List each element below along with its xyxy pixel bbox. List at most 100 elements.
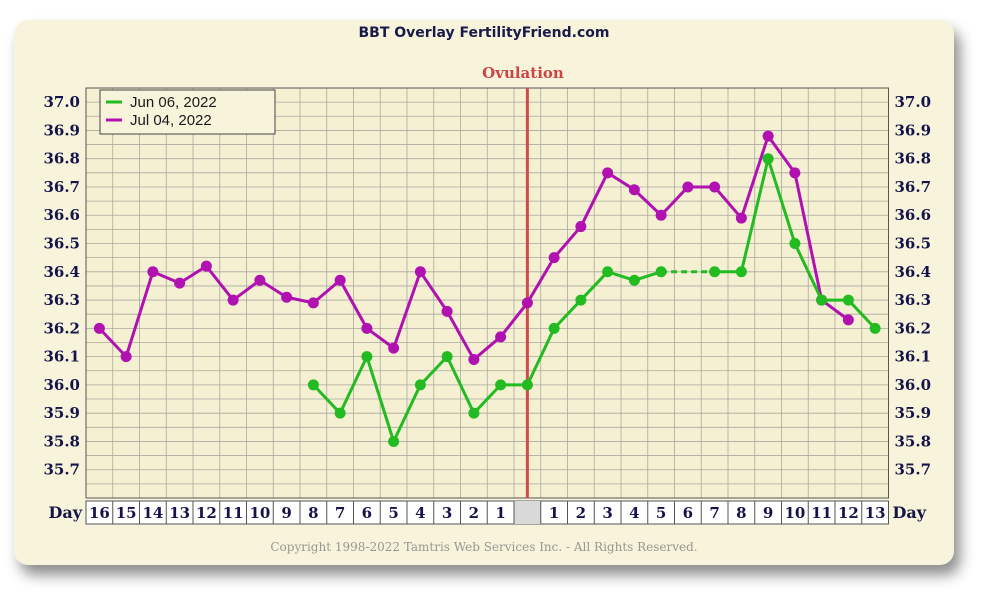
ovulation-day-cell: [514, 501, 541, 524]
series-line-segment: [660, 185, 689, 217]
series-line-segment: [472, 383, 502, 415]
series-line-segment: [499, 301, 529, 338]
data-point: [334, 274, 346, 286]
y-tick-label-left: 36.1: [43, 348, 80, 366]
data-point: [548, 252, 560, 264]
series-line-segment: [579, 172, 609, 228]
x-tick-label: 7: [709, 504, 719, 522]
x-tick-label: 16: [89, 504, 110, 522]
y-tick-label-left: 37.0: [43, 93, 80, 111]
series-line-segment: [553, 299, 582, 330]
grid: [85, 87, 889, 499]
series-line-segment: [338, 279, 369, 330]
data-point: [495, 379, 507, 391]
series-line-segment: [472, 335, 502, 361]
series-line-segment: [445, 355, 476, 414]
y-tick-label-right: 35.9: [895, 404, 932, 422]
data-point: [174, 277, 186, 289]
y-tick-label-right: 36.3: [895, 291, 932, 309]
chart-title: BBT Overlay FertilityFriend.com: [359, 25, 610, 41]
series-line-segment: [205, 265, 235, 301]
series-line-segment: [713, 185, 743, 220]
y-tick-label-right: 36.8: [895, 150, 932, 168]
data-point: [361, 351, 373, 363]
series-line-segment: [526, 327, 556, 386]
data-point: [762, 130, 774, 142]
x-tick-label: 13: [169, 504, 190, 522]
x-tick-label: 10: [249, 504, 270, 522]
data-point: [655, 209, 667, 221]
series-line-segment: [232, 279, 261, 302]
data-point: [628, 184, 640, 196]
series-line-segment: [312, 279, 342, 305]
y-tick-label-left: 36.6: [43, 206, 80, 224]
series-line-segment: [98, 327, 128, 358]
data-point: [602, 167, 614, 179]
series-line-segment: [766, 135, 797, 174]
series-line-segment: [445, 310, 476, 361]
x-tick-label: 6: [683, 504, 693, 522]
x-axis-label-left: Day: [48, 503, 82, 522]
series-line-segment: [365, 327, 395, 350]
series-line-segment: [124, 271, 155, 358]
series-line-segment: [766, 158, 797, 244]
x-tick-label: 3: [602, 504, 612, 522]
y-tick-label-left: 36.7: [43, 178, 80, 196]
legend-label: Jun 06, 2022: [130, 94, 217, 111]
data-point: [655, 266, 667, 278]
x-tick-label: 2: [576, 504, 586, 522]
x-tick-label: 3: [442, 504, 452, 522]
series-line-segment: [365, 356, 396, 442]
series-line-segment: [552, 225, 583, 259]
x-tick-label: 12: [196, 504, 217, 522]
x-tick-label: 12: [838, 504, 859, 522]
data-point: [334, 407, 346, 419]
x-tick-label: 4: [415, 504, 425, 522]
y-tick-label-right: 36.0: [895, 376, 932, 394]
y-tick-label-right: 36.9: [895, 121, 932, 139]
x-tick-label: 4: [629, 504, 639, 522]
axes: 37.0 37.0 36.9 36.9 36.8 36.8 36.7 36.7 36.6 36.6…: [43, 93, 932, 525]
data-point: [120, 351, 132, 363]
series-line-segment: [739, 135, 770, 219]
x-tick-label: 5: [388, 504, 398, 522]
data-point: [468, 353, 480, 365]
x-tick-label: 10: [784, 504, 805, 522]
x-tick-label: 7: [335, 504, 345, 522]
data-point: [361, 322, 373, 334]
data-point: [441, 305, 453, 317]
y-tick-label-left: 36.8: [43, 150, 80, 168]
y-tick-label-right: 36.7: [895, 178, 932, 196]
x-axis-label-right: Day: [893, 503, 927, 522]
data-point: [735, 266, 747, 278]
x-tick-label: 6: [362, 504, 372, 522]
data-point: [709, 266, 721, 278]
data-point: [414, 266, 426, 278]
y-tick-label-right: 36.2: [895, 319, 932, 337]
plot-border: [85, 87, 889, 499]
y-tick-label-right: 35.8: [895, 432, 932, 450]
x-tick-label: 1: [549, 504, 559, 522]
y-tick-label-left: 36.0: [43, 376, 80, 394]
data-point: [602, 266, 614, 278]
copyright-text: Copyright 1998-2022 Tamtris Web Services…: [270, 540, 697, 554]
series-line-segment: [739, 158, 770, 273]
x-tick-label: 15: [116, 504, 137, 522]
x-tick-label: 8: [308, 504, 318, 522]
y-tick-label-right: 36.4: [895, 263, 932, 281]
series-line-segment: [579, 270, 609, 302]
y-tick-label-left: 36.5: [43, 235, 80, 253]
data-point: [789, 238, 801, 250]
series-line-segment: [419, 270, 449, 313]
data-point: [628, 274, 640, 286]
data-point: [521, 379, 533, 391]
series-line-segment: [419, 355, 449, 386]
y-tick-label-right: 36.6: [895, 206, 932, 224]
series: [93, 88, 881, 498]
y-tick-label-right: 36.5: [895, 235, 932, 253]
y-tick-label-left: 35.7: [43, 461, 80, 479]
y-tick-label-right: 37.0: [895, 93, 932, 111]
bbt-chart: BBT Overlay FertilityFriend.com Ovulatio…: [43, 25, 932, 554]
y-tick-label-left: 35.9: [43, 404, 80, 422]
